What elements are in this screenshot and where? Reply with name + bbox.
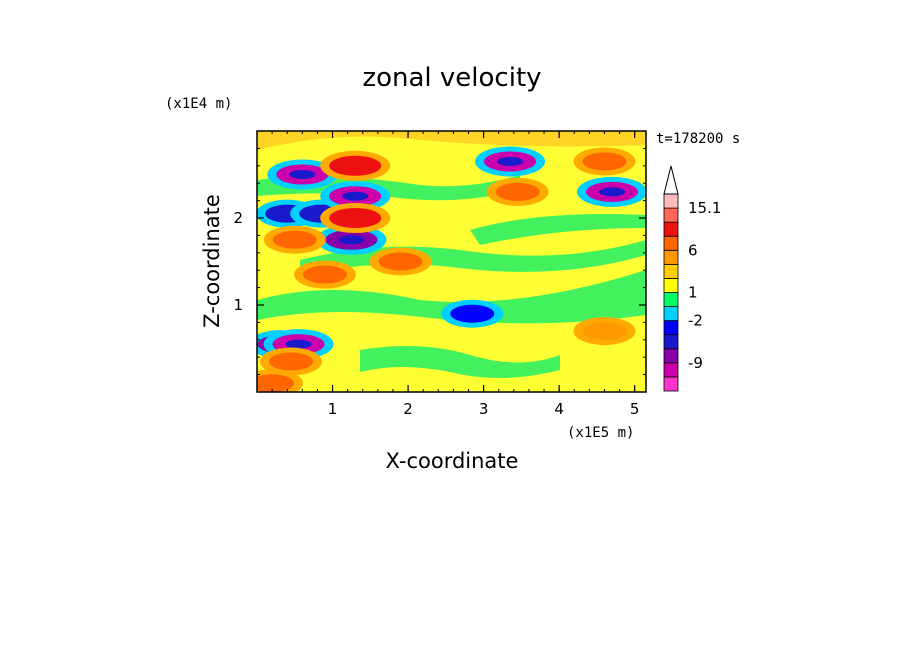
colorbar-label: -2 [688,312,703,330]
colorbar: -9 -2 1 6 15.1 [663,165,721,392]
colorbar-swatch [663,278,679,293]
velocity-feature [257,369,304,392]
colorbar-swatch [663,334,679,350]
colorbar-swatch [663,292,679,307]
x-scale-label: (x1E5 m) [567,425,634,441]
colorbar-swatch [663,362,679,378]
velocity-feature [369,247,432,276]
x-axis: 1 2 3 4 5 [271,131,640,418]
velocity-feature [263,225,326,254]
x-tick-label: 2 [403,400,413,418]
velocity-feature [577,176,646,207]
chart-title: zonal velocity [362,63,541,93]
time-label: t=178200 s [656,131,740,147]
y-axis: 12 [233,147,646,376]
colorbar-label: 15.1 [688,199,721,217]
y-scale-label: (x1E4 m) [165,96,232,112]
plot-frame [256,130,647,393]
velocity-feature [573,317,636,346]
velocity-feature [320,150,391,181]
y-tick-label: 1 [233,296,243,314]
x-tick-label: 4 [554,400,564,418]
field-texture [257,131,646,392]
velocity-feature [267,159,338,190]
velocity-feature [475,146,546,177]
velocity-feature [316,224,387,255]
velocity-feature [293,260,356,289]
colorbar-extend-arrow [663,165,679,195]
colorbar-swatch [663,263,679,279]
colorbar-swatch [663,306,679,322]
velocity-feature [320,203,391,233]
x-axis-label: X-coordinate [386,449,519,473]
colorbar-swatch [663,193,679,209]
x-tick-label: 1 [328,400,338,418]
colorbar-swatch [663,348,679,364]
colorbar-label: -9 [688,354,703,372]
velocity-feature [320,181,391,212]
y-tick-label: 2 [233,209,243,227]
colorbar-swatch [663,221,679,237]
colorbar-swatch [663,207,679,223]
velocity-features [257,146,646,392]
velocity-field [257,131,646,392]
colorbar-swatch [663,249,679,265]
x-tick-label: 3 [479,400,489,418]
plot-area [256,130,647,393]
velocity-feature [573,147,636,176]
x-tick-label: 5 [630,400,640,418]
colorbar-label: 6 [688,241,698,259]
velocity-feature [259,347,322,376]
velocity-feature [486,177,549,206]
colorbar-swatch [663,320,679,336]
colorbar-swatch [663,235,679,251]
y-axis-label: Z-coordinate [200,194,224,328]
colorbar-swatch [663,376,679,392]
velocity-feature [441,299,504,328]
colorbar-label: 1 [688,284,698,302]
